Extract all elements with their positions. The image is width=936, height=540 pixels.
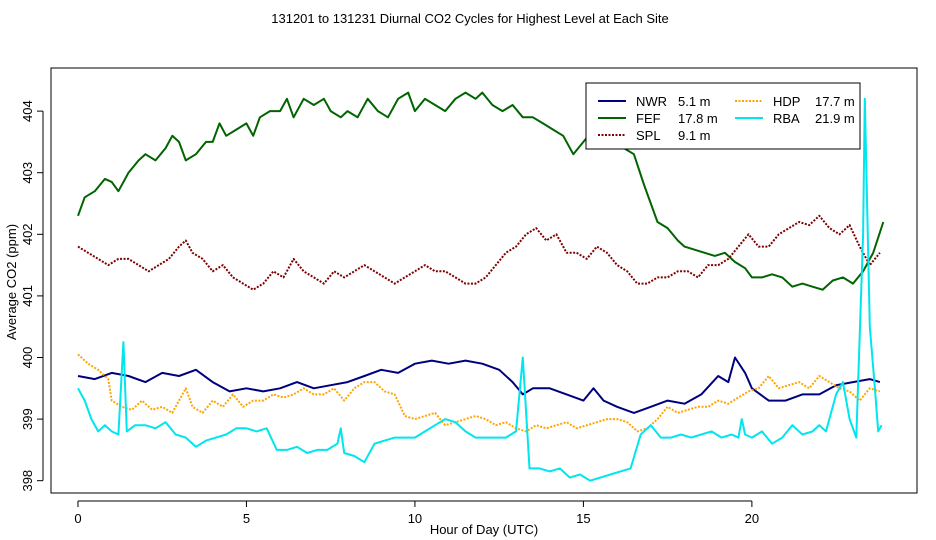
legend-item-nwr: NWR 5.1 m: [598, 94, 711, 109]
legend-height: 17.8 m: [678, 111, 718, 126]
legend-height: 5.1 m: [678, 94, 711, 109]
chart-title: 131201 to 131231 Diurnal CO2 Cycles for …: [271, 11, 668, 26]
y-tick-label: 399: [20, 408, 35, 430]
legend-item-fef: FEF 17.8 m: [598, 111, 718, 126]
series-line-fef: [77, 91, 885, 291]
y-axis: 398 399 400 401 402 403 404: [20, 100, 44, 492]
y-tick-label: 398: [20, 470, 35, 492]
y-tick-label: 400: [20, 347, 35, 369]
x-tick-label: 15: [576, 511, 590, 526]
series-line-hdp: [77, 353, 881, 433]
legend-label: NWR: [636, 94, 667, 109]
y-axis-label: Average CO2 (ppm): [4, 224, 19, 340]
series-line-rba: [77, 97, 883, 482]
plot-lines: [77, 91, 885, 482]
legend-label: FEF: [636, 111, 661, 126]
legend-item-hdp: HDP 17.7 m: [735, 94, 855, 109]
legend-height: 17.7 m: [815, 94, 855, 109]
series-line-spl: [77, 214, 881, 291]
legend-item-spl: SPL 9.1 m: [598, 128, 711, 143]
x-tick-label: 10: [408, 511, 422, 526]
x-axis: 0 5 10 15 20: [74, 500, 759, 526]
legend-label: HDP: [773, 94, 800, 109]
x-tick-label: 20: [745, 511, 759, 526]
legend-height: 21.9 m: [815, 111, 855, 126]
x-tick-label: 5: [243, 511, 250, 526]
legend-box: [585, 82, 861, 150]
legend: NWR 5.1 m FEF 17.8 m SPL 9.1 m HDP 17.7 m RBA 21.…: [585, 82, 861, 150]
y-tick-label: 403: [20, 162, 35, 184]
series-line-nwr: [77, 356, 881, 414]
y-tick-label: 404: [20, 100, 35, 122]
legend-label: RBA: [773, 111, 800, 126]
x-tick-label: 0: [74, 511, 81, 526]
legend-label: SPL: [636, 128, 661, 143]
legend-height: 9.1 m: [678, 128, 711, 143]
y-tick-label: 402: [20, 223, 35, 245]
y-tick-label: 401: [20, 285, 35, 307]
plot-frame: [50, 67, 918, 494]
x-axis-label: Hour of Day (UTC): [430, 522, 538, 537]
legend-item-rba: RBA 21.9 m: [735, 111, 855, 126]
